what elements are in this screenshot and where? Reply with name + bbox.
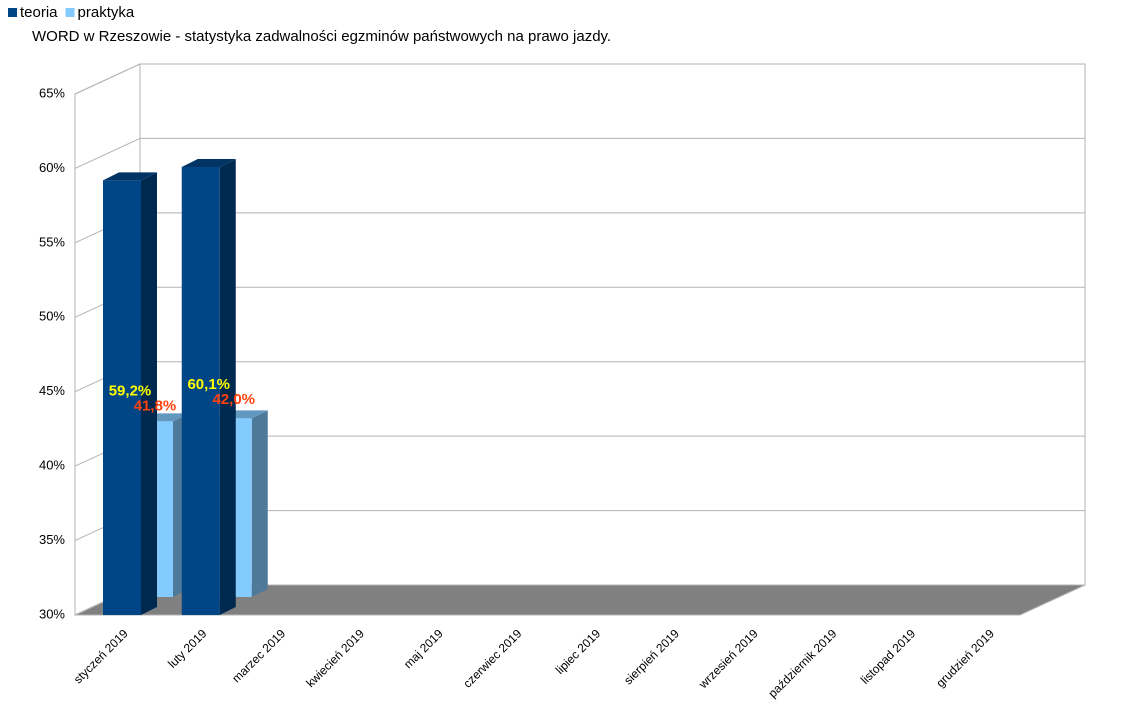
legend-swatch [8,8,17,17]
bar [181,166,220,615]
bar-side [219,158,236,615]
x-tick-label: październik 2019 [765,626,839,700]
x-tick-label: kwiecień 2019 [303,626,367,690]
legend-label: teoria [20,4,58,21]
y-tick-label: 65% [39,85,65,100]
y-tick-label: 50% [39,309,65,324]
x-tick-label: wrzesień 2019 [695,626,761,692]
x-tick-label: sierpień 2019 [621,626,682,687]
y-tick-label: 40% [39,458,65,473]
x-tick-label: styczeń 2019 [71,626,131,686]
x-tick-label: maj 2019 [401,626,446,671]
value-label: 59,2% [109,383,152,400]
y-tick-label: 30% [39,606,65,621]
x-tick-label: listopad 2019 [858,626,919,687]
legend-swatch [65,8,75,17]
bar-top [103,172,157,181]
value-label: 60,1% [187,376,230,393]
x-tick-label: czerwiec 2019 [460,626,524,690]
bar-side [251,410,268,597]
grid-line-side [74,137,141,169]
value-label: 42,0% [212,391,255,408]
chart-title: WORD w Rzeszowie - statystyka zadwalnośc… [32,28,611,45]
y-tick-label: 35% [39,532,65,547]
x-tick-label: marzec 2019 [229,626,288,685]
bar [103,180,141,615]
x-tick-label: grudzień 2019 [933,626,997,690]
bar-side [141,172,157,615]
x-tick-label: lipiec 2019 [553,626,604,677]
bar-top [181,158,236,167]
y-tick-label: 60% [39,160,65,175]
grid-line-side [74,63,141,95]
value-label: 41,8% [134,398,177,415]
back-wall [139,63,1086,586]
y-tick-label: 45% [39,383,65,398]
x-tick-label: luty 2019 [165,626,210,671]
legend-label: praktyka [78,4,135,21]
y-tick-label: 55% [39,234,65,249]
